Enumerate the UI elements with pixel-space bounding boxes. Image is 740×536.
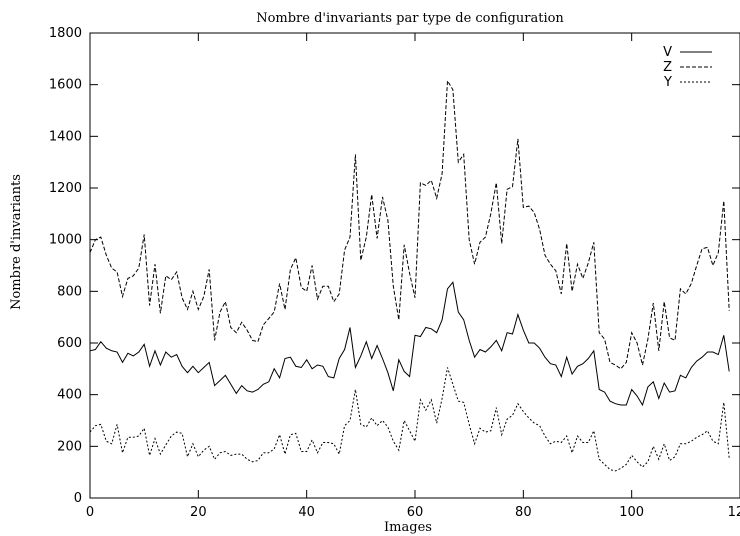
y-tick-label: 600 [57,336,82,351]
y-axis-label: Nombre d'invariants [9,174,24,310]
x-axis-label: Images [384,520,432,535]
y-tick-label: 0 [74,491,82,506]
y-tick-label: 1000 [49,233,82,248]
legend-label-y: Y [663,75,672,90]
chart-title: Nombre d'invariants par type de configur… [256,11,564,26]
plot-frame [89,32,740,499]
series-group [89,79,730,472]
y-tick-label: 400 [57,388,82,403]
series-line-y [89,367,730,472]
series-line-v [89,281,730,407]
legend-label-v: V [663,45,672,60]
y-tick-label: 200 [57,439,82,454]
axis-ticks: 0 200 400 600 800 1000 1200 1400 1600 1800 0 20 40 60… [49,26,740,520]
x-tick-label: 100 [619,505,644,520]
series-line-z [89,79,730,370]
y-tick-label: 1400 [49,129,82,144]
x-tick-label: 120 [728,505,740,520]
x-tick-label: 40 [298,505,315,520]
x-tick-label: 60 [407,505,424,520]
x-tick-label: 0 [86,505,94,520]
legend-label-z: Z [663,60,672,75]
y-tick-label: 1200 [49,181,82,196]
legend: VZY [663,45,712,90]
y-tick-label: 1600 [49,78,82,93]
y-tick-label: 800 [57,284,82,299]
x-tick-label: 80 [515,505,532,520]
x-tick-label: 20 [190,505,207,520]
y-tick-label: 1800 [49,26,82,41]
